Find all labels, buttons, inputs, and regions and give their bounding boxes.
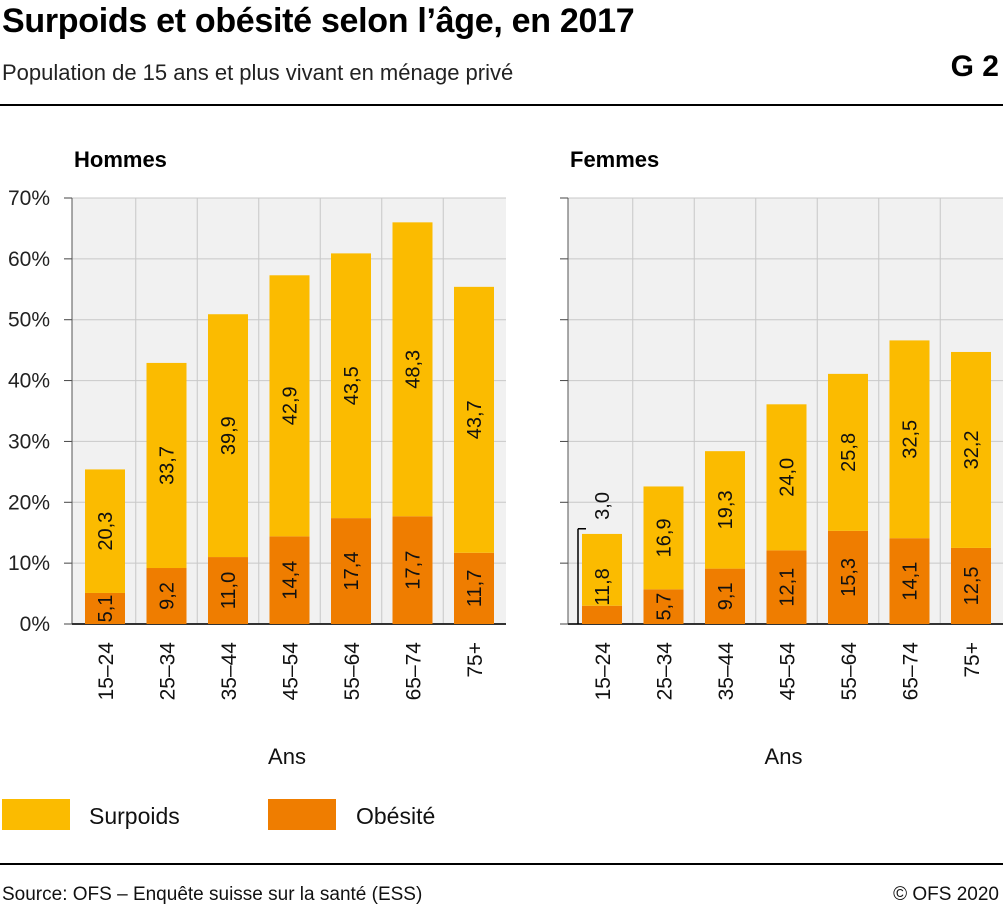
- bar-surpoids: [454, 286, 494, 553]
- bar-obesite: [454, 552, 494, 624]
- chart-canvas: 0% 10% 20% 30% 40% 50% 60% 70% Hommes 15–24 5,1 20,…: [2, 147, 1003, 830]
- x-tick-label: 55–64: [838, 642, 861, 701]
- value-label-surpoids: 43,7: [464, 400, 486, 439]
- value-label-obesite: 11,0: [218, 572, 240, 609]
- x-axis-title: Ans: [268, 744, 306, 769]
- x-tick-label: 25–34: [157, 642, 180, 701]
- bar-obesite: [951, 547, 991, 624]
- x-tick-label: 65–74: [900, 642, 923, 701]
- value-label-surpoids: 19,3: [715, 490, 737, 529]
- bar-obesite: [208, 557, 248, 624]
- x-tick-label: 45–54: [777, 642, 800, 701]
- bar-obesite: [269, 536, 310, 624]
- value-label-surpoids: 42,9: [280, 386, 302, 425]
- x-tick-label: 75+: [961, 642, 984, 678]
- value-label-obesite: 12,1: [777, 568, 799, 607]
- value-label-obesite: 14,4: [280, 561, 302, 600]
- value-label-surpoids: 24,0: [777, 458, 799, 497]
- bar-surpoids: [208, 314, 248, 558]
- chart-title: Surpoids et obésité selon l’âge, en 2017: [2, 2, 635, 40]
- bar-surpoids: [392, 222, 433, 517]
- value-label-obesite: 5,1: [95, 595, 117, 623]
- x-tick-label: 25–34: [654, 642, 677, 701]
- bar-surpoids: [951, 351, 991, 548]
- legend-swatch-obesite: [268, 799, 336, 830]
- value-label-obesite: 5,7: [654, 593, 676, 621]
- panel-title: Femmes: [570, 147, 659, 172]
- chart-subtitle: Population de 15 ans et plus vivant en m…: [2, 60, 514, 85]
- panel-title: Hommes: [74, 147, 167, 172]
- value-label-obesite: 9,2: [157, 582, 179, 610]
- bar-obesite: [331, 518, 371, 624]
- y-tick-label: 20%: [8, 491, 50, 514]
- value-label-obesite: 17,4: [341, 552, 363, 591]
- bar-surpoids: [85, 469, 125, 593]
- legend-swatch-surpoids: [2, 799, 70, 830]
- value-label-surpoids: 20,3: [95, 512, 117, 551]
- value-label-obesite: 14,1: [900, 562, 922, 601]
- bar-obesite: [889, 538, 930, 624]
- x-axis-title: Ans: [765, 744, 803, 769]
- value-label-surpoids: 25,8: [838, 433, 860, 472]
- x-tick-label: 75+: [464, 642, 487, 678]
- y-tick-label: 50%: [8, 309, 50, 332]
- x-tick-label: 15–24: [592, 642, 615, 701]
- value-label-surpoids: 39,9: [218, 416, 240, 455]
- x-tick-label: 65–74: [403, 642, 426, 701]
- x-tick-label: 35–44: [218, 642, 241, 701]
- source-note: Source: OFS – Enquête suisse sur la sant…: [2, 884, 423, 905]
- bar-surpoids: [582, 533, 622, 606]
- value-label-surpoids: 48,3: [403, 350, 425, 389]
- bar-surpoids: [828, 373, 868, 531]
- figure-number: G 2: [950, 50, 999, 83]
- y-tick-label: 0%: [20, 613, 50, 636]
- value-label-obesite: 9,1: [715, 582, 737, 610]
- x-tick-label: 35–44: [715, 642, 738, 701]
- value-label-surpoids: 16,9: [654, 518, 676, 557]
- value-label-obesite: 15,3: [838, 558, 860, 597]
- value-label-obesite: 3,0: [592, 492, 614, 520]
- value-label-surpoids: 43,5: [341, 366, 363, 405]
- footer-divider: [0, 863, 1003, 865]
- bar-surpoids: [889, 340, 930, 539]
- value-label-obesite: 11,7: [464, 570, 486, 607]
- value-label-obesite: 12,5: [961, 566, 983, 605]
- legend-label-obesite: Obésité: [356, 803, 435, 829]
- value-label-surpoids: 33,7: [157, 446, 179, 485]
- header-divider: [0, 104, 1003, 106]
- value-label-surpoids: 32,2: [961, 430, 983, 469]
- legend-label-surpoids: Surpoids: [89, 803, 180, 829]
- bar-surpoids: [705, 451, 745, 569]
- bar-surpoids: [331, 253, 371, 519]
- bar-obesite: [85, 592, 125, 624]
- x-tick-label: 15–24: [95, 642, 118, 701]
- y-tick-label: 60%: [8, 248, 50, 271]
- y-tick-label: 30%: [8, 430, 50, 453]
- value-label-surpoids: 32,5: [900, 420, 922, 459]
- bar-obesite: [146, 568, 187, 624]
- bar-surpoids: [643, 486, 684, 590]
- bar-obesite: [705, 568, 745, 624]
- bar-surpoids: [269, 275, 310, 537]
- bar-obesite: [392, 516, 433, 624]
- y-tick-label: 70%: [8, 187, 50, 210]
- bar-surpoids: [766, 404, 807, 551]
- bar-surpoids: [146, 362, 187, 569]
- bar-obesite: [582, 605, 622, 624]
- copyright-note: © OFS 2020: [893, 884, 999, 905]
- x-tick-label: 55–64: [341, 642, 364, 701]
- bar-obesite: [828, 530, 868, 624]
- value-label-obesite: 17,7: [403, 551, 425, 590]
- y-tick-label: 40%: [8, 370, 50, 393]
- bar-obesite: [643, 589, 684, 624]
- x-tick-label: 45–54: [280, 642, 303, 701]
- bar-obesite: [766, 550, 807, 624]
- value-label-surpoids: 11,8: [592, 568, 614, 605]
- y-tick-label: 10%: [8, 552, 50, 575]
